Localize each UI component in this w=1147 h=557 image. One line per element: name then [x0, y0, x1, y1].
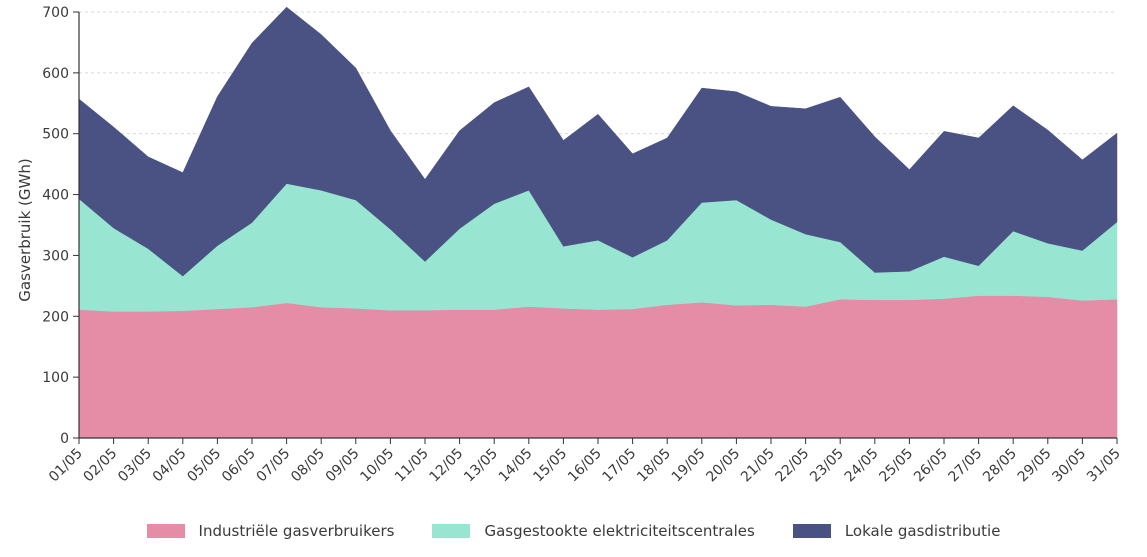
legend-label-local-distribution: Lokale gasdistributie [844, 522, 1001, 540]
legend-item-local-distribution: Lokale gasdistributie [792, 522, 1001, 540]
x-tick-label: 16/05 [565, 446, 605, 486]
x-tick-labels: 01/0502/0503/0504/0505/0506/0507/0508/05… [46, 446, 1124, 486]
x-tick-label: 19/05 [669, 446, 709, 486]
x-tick-label: 02/05 [81, 446, 121, 486]
x-tick-label: 05/05 [184, 446, 224, 486]
x-tick-label: 25/05 [876, 446, 916, 486]
x-tick-label: 24/05 [842, 446, 882, 486]
x-tick-label: 29/05 [1015, 446, 1055, 486]
y-tick-label: 700 [42, 5, 69, 21]
x-tick-label: 31/05 [1084, 446, 1124, 486]
x-tick-label: 14/05 [496, 446, 536, 486]
x-tick-label: 18/05 [634, 446, 674, 486]
legend: Industriële gasverbruikers Gasgestookte … [0, 522, 1147, 540]
area-series-1 [78, 295, 1118, 439]
y-tick-label: 300 [42, 248, 69, 264]
y-tick-label: 0 [60, 431, 69, 447]
x-tick-label: 09/05 [323, 446, 363, 486]
areas [78, 6, 1118, 439]
area-series-3 [78, 6, 1118, 277]
legend-item-industrial: Industriële gasverbruikers [146, 522, 395, 540]
x-tick-label: 20/05 [703, 446, 743, 486]
x-tick-label: 23/05 [807, 446, 847, 486]
x-tick-label: 01/05 [46, 446, 86, 486]
legend-swatch-industrial [146, 524, 185, 538]
y-tick-label: 400 [42, 188, 69, 204]
axes [73, 11, 1118, 444]
x-tick-label: 10/05 [357, 446, 397, 486]
x-tick-label: 13/05 [461, 446, 501, 486]
legend-swatch-power-plants [432, 524, 471, 538]
stacked-area-chart: 0 100 200 300 400 500 600 700 01/0502/0503/0504… [16, 5, 1124, 486]
legend-swatch-local-distribution [792, 524, 831, 538]
legend-label-industrial: Industriële gasverbruikers [198, 522, 395, 540]
x-tick-label: 06/05 [219, 446, 259, 486]
y-tick-label: 100 [42, 370, 69, 386]
x-tick-label: 12/05 [427, 446, 467, 486]
x-tick-label: 08/05 [288, 446, 328, 486]
y-tick-label: 500 [42, 127, 69, 143]
y-tick-label: 600 [42, 66, 69, 82]
x-tick-label: 04/05 [150, 446, 190, 486]
x-tick-label: 17/05 [600, 446, 640, 486]
y-tick-labels: 0 100 200 300 400 500 600 700 [42, 5, 69, 447]
x-tick-label: 22/05 [773, 446, 813, 486]
y-tick-label: 200 [42, 309, 69, 325]
x-tick-label: 15/05 [530, 446, 570, 486]
x-tick-label: 26/05 [911, 446, 951, 486]
x-tick-label: 30/05 [1049, 446, 1089, 486]
x-tick-label: 21/05 [738, 446, 778, 486]
x-tick-label: 07/05 [254, 446, 294, 486]
x-tick-label: 28/05 [980, 446, 1020, 486]
legend-label-power-plants: Gasgestookte elektriciteitscentrales [484, 522, 755, 540]
legend-item-power-plants: Gasgestookte elektriciteitscentrales [432, 522, 755, 540]
x-tick-label: 03/05 [115, 446, 155, 486]
x-tick-label: 11/05 [392, 446, 432, 486]
y-axis-title: Gasverbruik (GWh) [16, 158, 34, 301]
x-tick-label: 27/05 [946, 446, 986, 486]
